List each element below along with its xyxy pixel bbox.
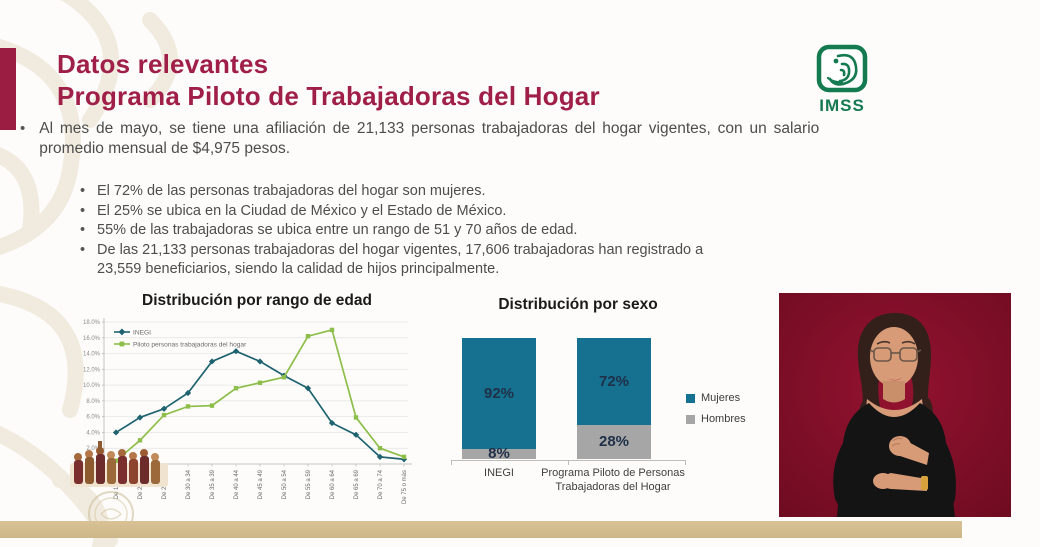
- y-tick-label: 6.0%: [86, 415, 100, 421]
- imss-logo-text: IMSS: [819, 96, 865, 115]
- legend-marker: [119, 341, 125, 347]
- list-item: 55% de las trabajadoras se ubica entre u…: [80, 221, 745, 241]
- title-line-2: Programa Piloto de Trabajadoras del Hoga…: [57, 81, 600, 111]
- data-point-marker: [209, 403, 215, 408]
- page-title: Datos relevantes Programa Piloto de Trab…: [57, 48, 777, 112]
- mural-painting-decoration: [70, 441, 168, 487]
- y-tick-label: 16.0%: [83, 336, 101, 342]
- data-point-marker: [161, 412, 167, 418]
- legend-entry: Hombres: [686, 413, 746, 425]
- x-tick-label: De 45 a 49: [258, 469, 264, 499]
- data-point-marker: [353, 415, 359, 420]
- sexo-chart-title: Distribución por sexo: [498, 296, 658, 313]
- legend-label: Hombres: [701, 413, 746, 425]
- x-tick-label: De 60 a 64: [330, 469, 336, 499]
- x-tick-label: De 40 a 44: [234, 469, 240, 499]
- data-point-marker: [328, 419, 336, 427]
- list-item: El 72% de las personas trabajadoras del …: [80, 182, 745, 202]
- legend-label: Piloto personas trabajadoras del hogar: [133, 341, 247, 348]
- bar-value-label: 72%: [598, 372, 630, 390]
- data-point-marker: [184, 389, 192, 397]
- sign-language-interpreter-video: [779, 293, 1011, 517]
- bullet-dot: •: [20, 120, 26, 137]
- legend-entry: Mujeres: [686, 392, 746, 404]
- bottom-tan-bar: [0, 521, 962, 538]
- legend-label: Mujeres: [701, 392, 741, 404]
- x-tick-label: De 30 a 34: [186, 469, 192, 499]
- bars-axis-line: [451, 460, 686, 465]
- bar-segment-hombres: [577, 425, 651, 459]
- bar-value-label: 8%: [488, 445, 510, 463]
- intro-text: Al mes de mayo, se tiene una afiliación …: [39, 120, 820, 157]
- sex-distribution-chart: Distribución por sexo 92% 8% 72% 28% INEGI P…: [443, 296, 773, 531]
- legend-label: INEGI: [133, 329, 151, 336]
- list-item: El 25% se ubica en la Ciudad de México y…: [80, 202, 745, 222]
- age-chart-title: Distribución por rango de edad: [142, 292, 372, 309]
- data-point-marker: [233, 386, 239, 391]
- imss-logo: IMSS: [804, 44, 880, 115]
- stacked-bar: 72% 28%: [577, 338, 651, 459]
- y-tick-label: 10.0%: [83, 383, 101, 389]
- y-tick-label: 8.0%: [86, 399, 100, 405]
- data-point-marker: [329, 327, 335, 333]
- list-item: De las 21,133 personas trabajadoras del …: [80, 241, 745, 280]
- bar-value-label: 92%: [483, 384, 515, 402]
- y-tick-label: 2.0%: [86, 446, 100, 452]
- y-tick-label: 18.0%: [83, 320, 101, 326]
- title-line-1: Datos relevantes: [57, 49, 269, 79]
- bar-segment-hombres: [462, 449, 536, 459]
- bar-value-label: 28%: [598, 433, 630, 451]
- sexo-legend: Mujeres Hombres: [686, 392, 746, 434]
- sub-bullet-list: El 72% de las personas trabajadoras del …: [80, 182, 745, 280]
- imss-eagle-icon: [816, 44, 868, 93]
- bar-category-label: Programa Piloto de Personas Trabajadoras…: [541, 467, 685, 493]
- bar-category-label: INEGI: [484, 467, 514, 479]
- data-point-marker: [113, 458, 119, 464]
- intro-bullet: • Al mes de mayo, se tiene una afiliació…: [20, 119, 820, 158]
- data-point-marker: [304, 385, 312, 392]
- data-point-marker: [377, 446, 383, 451]
- data-point-marker: [185, 404, 191, 409]
- x-tick-label: De 70 a 74: [378, 469, 384, 499]
- legend-marker: [118, 328, 126, 336]
- bar-segment-mujeres: [462, 338, 536, 450]
- data-point-marker: [305, 334, 311, 339]
- stacked-bars: 92% 8% 72% 28%: [462, 338, 651, 463]
- y-tick-label: 14.0%: [83, 352, 101, 358]
- x-tick-label: De 35 a 39: [210, 469, 216, 499]
- data-point-marker: [401, 454, 407, 460]
- interpreter-figure: [779, 293, 1011, 517]
- data-point-marker: [137, 438, 143, 443]
- accent-bar: [0, 48, 16, 130]
- x-tick-label: De 50 a 54: [282, 469, 288, 499]
- data-point-marker: [281, 375, 287, 380]
- stacked-bar: 92% 8%: [462, 338, 536, 463]
- y-tick-label: 12.0%: [83, 367, 101, 373]
- x-tick-label: De 55 a 59: [306, 469, 312, 499]
- bar-segment-mujeres: [577, 338, 651, 426]
- legend-swatch-icon: [686, 393, 695, 403]
- y-tick-label: 4.0%: [86, 430, 100, 436]
- legend-swatch-icon: [686, 414, 695, 424]
- x-tick-label: De 75 o más: [402, 470, 408, 504]
- x-tick-label: De 65 a 69: [354, 469, 360, 499]
- data-point-marker: [257, 380, 263, 385]
